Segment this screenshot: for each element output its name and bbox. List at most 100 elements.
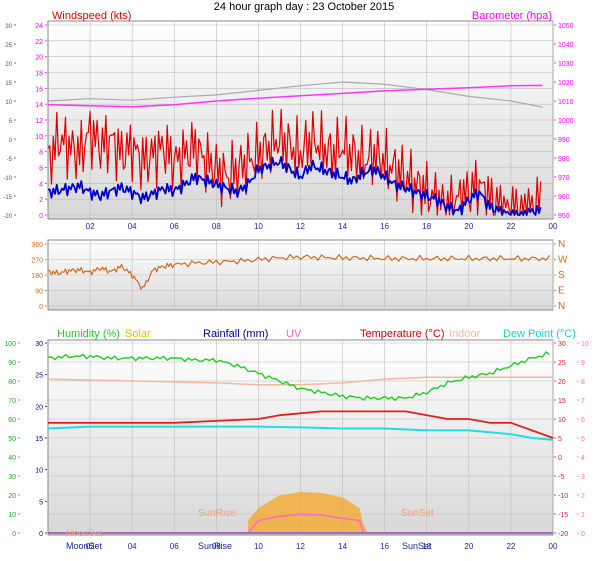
rain-ticks: 30 25 20 15 10 5 0 (35, 341, 47, 538)
wind-x-ticks: 02 04 06 08 10 12 14 16 18 20 22 00 (86, 222, 558, 231)
temperature-tick-label: -20 (558, 531, 568, 538)
rain-tick-label: 25 (35, 373, 43, 380)
outer-tick-label: 20 (5, 62, 12, 68)
climate-x-tick-label: 16 (380, 542, 389, 551)
dew-legend: Dew Point (°C) (503, 328, 576, 340)
compass-tick-label: E (558, 286, 565, 297)
wind-tick-label: 4 (39, 181, 43, 188)
temperature-tick-label: -15 (558, 512, 568, 519)
compass-tick-label: S (558, 270, 565, 281)
climate-x-tick-label: 04 (128, 542, 137, 551)
solar-legend: Solar (125, 328, 151, 340)
indoor-line (47, 376, 553, 386)
wind-x-tick-label: 10 (254, 222, 263, 231)
wind-x-tick-label: 02 (86, 222, 95, 231)
dewpoint-line (47, 425, 554, 441)
humidity-tick-label: 100 (4, 341, 16, 348)
chart-title: 24 hour graph day : 23 October 2015 (214, 1, 394, 13)
wind-x-tick-label: 06 (170, 222, 179, 231)
baro-tick-label: 990 (558, 137, 570, 144)
baro-right-ticks: 1050 1040 1030 1020 1010 1000 990 980 970 960 950 (554, 23, 574, 220)
outer-tick-label: -5 (7, 157, 13, 163)
humidity-tick-label: 70 (8, 398, 16, 405)
uv-tick-label: 7 (581, 398, 585, 405)
uv-tick-label: 9 (581, 360, 585, 367)
rain-tick-label: 5 (39, 499, 43, 506)
outer-tick-label: -15 (3, 195, 12, 201)
wind-tick-label: 22 (35, 39, 43, 46)
uv-tick-label: 3 (581, 474, 585, 481)
rain-tick-label: 10 (35, 468, 43, 475)
outer-tick-label: -20 (3, 214, 12, 220)
direction-tick-label: 180 (31, 273, 43, 280)
baro-tick-label: 950 (558, 213, 570, 220)
temperature-ticks: 30 25 20 15 10 5 0 -5 -10 -15 -20 (554, 341, 568, 538)
outer-tick-label: 5 (9, 119, 13, 125)
gust-trend-line (47, 81, 543, 108)
direction-tick-label: 360 (31, 242, 43, 249)
baro-tick-label: 1040 (558, 42, 574, 49)
rain-tick-label: 20 (35, 404, 43, 411)
outer-tick-label: 10 (5, 100, 12, 106)
sunset-label: SunSet (401, 508, 434, 519)
humidity-tick-label: 40 (8, 455, 16, 462)
wind-x-tick-label: 16 (380, 222, 389, 231)
direction-tick-label: 90 (35, 289, 43, 296)
direction-tick-label: 270 (31, 258, 43, 265)
windspeed-line (47, 108, 542, 216)
temperature-tick-label: -10 (558, 493, 568, 500)
wind-tick-label: 18 (35, 71, 43, 78)
indoor-legend: Indoor (449, 328, 481, 340)
baro-tick-label: 1000 (558, 118, 574, 125)
wind-tick-label: 12 (35, 118, 43, 125)
climate-x-tick-label: 14 (338, 542, 347, 551)
baro-tick-label: 970 (558, 175, 570, 182)
humidity-tick-label: 60 (8, 417, 16, 424)
baro-tick-label: 1020 (558, 80, 574, 87)
sunrise-label: SunRise (198, 508, 236, 519)
wind-x-tick-label: 20 (464, 222, 473, 231)
wind-x-tick-label: 00 (549, 222, 558, 231)
climate-series (47, 351, 554, 534)
climate-x-tick-label: 12 (296, 542, 305, 551)
climate-x-tick-label: 02 (86, 542, 95, 551)
wind-series (47, 81, 543, 216)
direction-tick-label: 0 (39, 304, 43, 311)
sunset-axis-label: SunSet (402, 541, 432, 551)
temperature-tick-label: 0 (558, 455, 562, 462)
wind-outer-ticks: 30 25 20 15 10 5 0 -5 -10 -15 -20 (3, 24, 16, 220)
baro-tick-label: 1030 (558, 61, 574, 68)
compass-tick-label: W (558, 255, 568, 266)
temperature-line (48, 410, 554, 439)
wind-x-tick-label: 14 (338, 222, 347, 231)
wind-tick-label: 2 (39, 197, 43, 204)
outer-tick-label: 30 (5, 24, 12, 30)
barometer-line (47, 84, 543, 108)
baro-tick-label: 1010 (558, 99, 574, 106)
wind-legend: Windspeed (kts) (52, 10, 131, 22)
uv-tick-label: 8 (581, 379, 585, 386)
temperature-tick-label: 10 (558, 417, 566, 424)
outer-tick-label: 25 (5, 43, 12, 49)
wind-x-tick-label: 22 (506, 222, 515, 231)
baro-tick-label: 960 (558, 194, 570, 201)
wind-x-tick-label: 08 (212, 222, 221, 231)
humidity-tick-label: 90 (8, 360, 16, 367)
climate-x-tick-label: 10 (254, 542, 263, 551)
wind-tick-label: 24 (35, 23, 43, 30)
rain-legend: Rainfall (mm) (203, 328, 268, 340)
wind-tick-label: 8 (39, 150, 43, 157)
climate-x-tick-label: 22 (506, 542, 515, 551)
direction-left-ticks: 360 270 180 90 0 (31, 242, 47, 311)
uv-tick-label: 0 (581, 531, 585, 538)
rain-tick-label: 15 (35, 436, 43, 443)
humidity-tick-label: 30 (8, 474, 16, 481)
climate-x-tick-label: 06 (170, 542, 179, 551)
climate-x-tick-label: 20 (464, 542, 473, 551)
uv-line (247, 513, 365, 534)
uv-tick-label: 10 (581, 341, 589, 348)
wind-x-tick-label: 18 (422, 222, 431, 231)
